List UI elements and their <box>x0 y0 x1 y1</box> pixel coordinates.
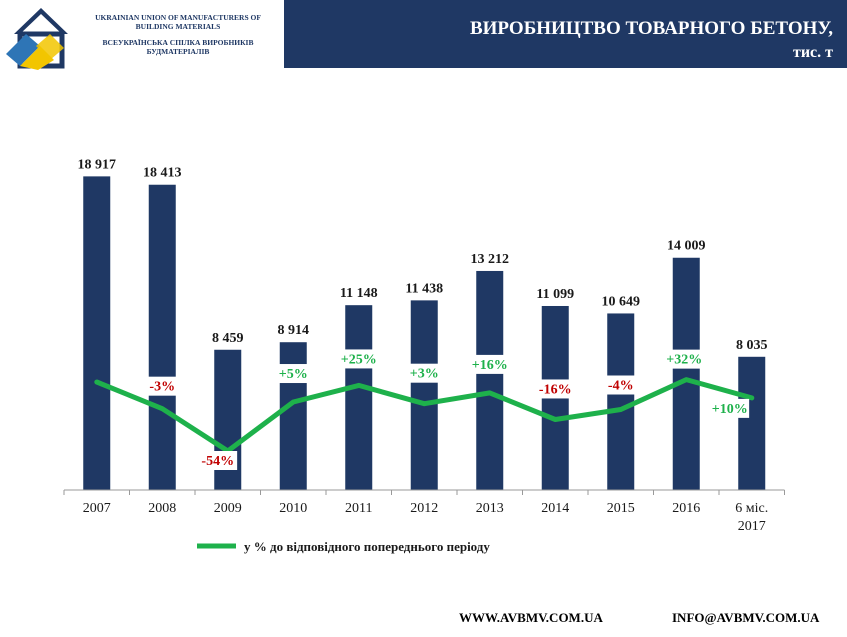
percent-label: -4% <box>608 379 634 394</box>
x-tick-label: 2009 <box>214 501 242 516</box>
x-tick-label: 2011 <box>345 501 372 516</box>
x-tick-label: 2016 <box>672 501 700 516</box>
header-banner: ВИРОБНИЦТВО ТОВАРНОГО БЕТОНУ, тис. т <box>284 0 847 68</box>
percent-label-box <box>710 398 750 418</box>
x-tick-label: 2010 <box>279 501 307 516</box>
chart: 18 917 18 413 8 459 8 914 11 148 11 438 13 212… <box>63 157 785 554</box>
bar-value-label: 8 459 <box>212 331 244 346</box>
bar-value-label: 11 099 <box>536 287 574 302</box>
percent-label-box <box>339 349 379 369</box>
percent-label: -16% <box>539 382 572 397</box>
percent-label: -3% <box>149 380 175 395</box>
percent-label: -54% <box>201 454 234 469</box>
percent-change-line <box>94 377 755 454</box>
x-tick-label: 2017 <box>738 519 766 534</box>
bar-value-label: 18 413 <box>143 166 182 181</box>
percent-label-box <box>408 363 440 383</box>
percent-label-box <box>146 376 178 396</box>
email-link[interactable]: INFO@AVBMV.COM.UA <box>672 610 820 625</box>
x-tick-label: 2013 <box>476 501 504 516</box>
bar <box>607 313 635 490</box>
website-link[interactable]: WWW.AVBMV.COM.UA <box>459 610 603 625</box>
union-logo-icon <box>6 8 68 70</box>
percent-label: +25% <box>341 352 377 367</box>
percent-label-box <box>198 451 238 470</box>
percent-label-box <box>277 364 309 384</box>
percent-label-box <box>664 349 704 369</box>
x-tick-label: 2012 <box>410 501 438 516</box>
percent-label: +16% <box>472 358 508 373</box>
percent-label-box <box>470 354 510 374</box>
percent-label: +5% <box>279 367 308 382</box>
percent-label-box <box>535 379 575 399</box>
percent-label: +3% <box>410 367 439 382</box>
chart-unit: тис. т <box>792 44 833 61</box>
bar-value-label: 11 148 <box>340 286 378 301</box>
legend-label: у % до відповідного попереднього періоду <box>244 539 490 554</box>
percent-label: +10% <box>712 402 748 417</box>
bar <box>345 305 373 490</box>
bar <box>476 270 504 490</box>
x-tick-label: 2007 <box>83 501 111 516</box>
bar <box>83 176 111 491</box>
percent-label-box <box>605 375 637 395</box>
bar-value-label: 14 009 <box>667 239 706 254</box>
bar-value-label: 13 212 <box>471 252 510 267</box>
x-tick-label: 6 міс. <box>735 501 768 516</box>
x-tick-label: 2008 <box>148 501 176 516</box>
x-tick-label: 2015 <box>607 501 635 516</box>
x-tick-label: 2014 <box>541 501 569 516</box>
bar <box>672 257 700 490</box>
bar <box>410 300 438 490</box>
bar <box>738 356 766 490</box>
bar <box>148 184 176 490</box>
bar-value-label: 10 649 <box>602 294 641 309</box>
percent-label: +32% <box>666 353 702 368</box>
org-name-ua: ВСЕУКРАЇНСЬКА СПІЛКА ВИРОБНИКІВ БУДМАТЕР… <box>102 38 254 56</box>
bar-value-label: 11 438 <box>405 281 443 296</box>
org-name-en: UKRAINIAN UNION OF MANUFACTURERS OF BUIL… <box>95 13 261 31</box>
bar-value-label: 8 035 <box>736 338 768 353</box>
bar-value-label: 8 914 <box>278 323 310 338</box>
chart-title: ВИРОБНИЦТВО ТОВАРНОГО БЕТОНУ, <box>469 18 833 39</box>
bar-value-label: 18 917 <box>78 157 117 172</box>
